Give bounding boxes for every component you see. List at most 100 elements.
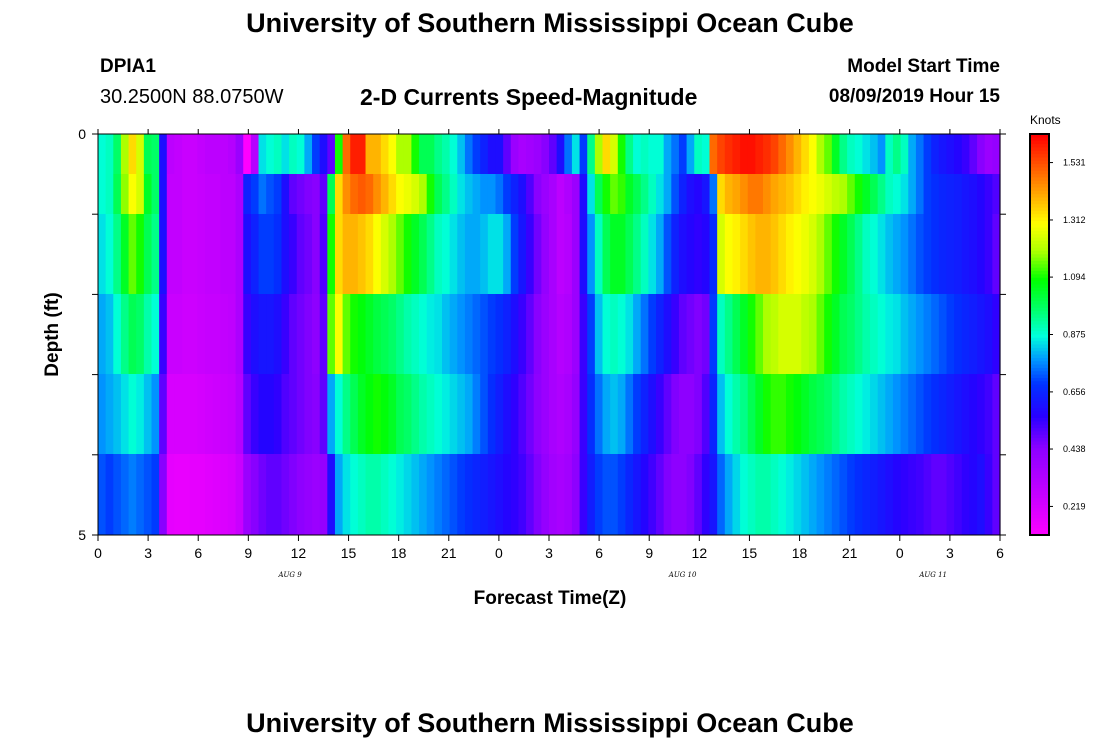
heatmap-cell (870, 134, 879, 174)
heatmap-cell (954, 454, 963, 535)
heatmap-cell (189, 214, 198, 294)
heatmap-cell (243, 214, 252, 294)
heatmap-cell (464, 214, 474, 294)
heatmap-cell (380, 134, 390, 174)
heatmap-cell (334, 454, 344, 535)
heatmap-cell (938, 134, 948, 174)
heatmap-cell (549, 294, 558, 374)
heatmap-cell (763, 174, 772, 214)
heatmap-cell (526, 214, 535, 294)
heatmap-cell (808, 374, 818, 454)
heatmap-cell (541, 134, 550, 174)
colorbar-segment (1030, 341, 1049, 346)
heatmap-cell (113, 174, 122, 214)
heatmap-cell (419, 294, 428, 374)
colorbar-tick-label: 0.656 (1063, 387, 1086, 397)
heatmap-cell (243, 294, 252, 374)
heatmap-cell (701, 214, 711, 294)
heatmap-cells (98, 134, 1001, 535)
heatmap-cell (510, 214, 520, 294)
heatmap-cell (984, 214, 993, 294)
colorbar-segment (1030, 397, 1049, 402)
page-title: University of Southern Mississippi Ocean… (246, 8, 854, 38)
colorbar-segment (1030, 307, 1049, 312)
colorbar-segment (1030, 287, 1049, 292)
heatmap-cell (648, 374, 657, 454)
colorbar-segment (1030, 418, 1049, 422)
colorbar-segment (1030, 421, 1049, 426)
heatmap-cell (151, 134, 160, 174)
heatmap-cell (120, 294, 130, 374)
colorbar-segment (1030, 458, 1049, 463)
colorbar-segment (1030, 160, 1049, 165)
heatmap-cell (755, 214, 764, 294)
heatmap-cell (816, 214, 825, 294)
heatmap-cell (250, 174, 260, 214)
heatmap-cell (243, 374, 252, 454)
heatmap-cell (984, 454, 993, 535)
heatmap-cell (847, 454, 856, 535)
heatmap-cell (235, 374, 244, 454)
heatmap-cell (250, 294, 260, 374)
heatmap-cell (571, 174, 581, 214)
heatmap-cell (678, 454, 688, 535)
heatmap-cell (136, 294, 145, 374)
heatmap-cell (686, 174, 695, 214)
heatmap-cell (151, 454, 160, 535)
heatmap-cell (266, 294, 275, 374)
colorbar: 1.531 1.312 1.094 0.875 0.656 0.438 0.219 (1029, 133, 1086, 536)
colorbar-segment (1030, 488, 1049, 493)
heatmap-cell (931, 134, 940, 174)
heatmap-cell (892, 454, 902, 535)
heatmap-cell (556, 294, 565, 374)
heatmap-cell (785, 134, 795, 174)
heatmap-cell (778, 374, 787, 454)
heatmap-cell (388, 134, 397, 174)
heatmap-cell (946, 214, 955, 294)
heatmap-cell (671, 174, 680, 214)
heatmap-cell (969, 374, 978, 454)
heatmap-cell (373, 374, 382, 454)
heatmap-cell (678, 134, 688, 174)
heatmap-cell (327, 454, 336, 535)
heatmap-cell (510, 134, 520, 174)
heatmap-cell (235, 454, 244, 535)
colorbar-segment (1030, 428, 1049, 433)
colorbar-segment (1030, 504, 1049, 509)
heatmap-cell (373, 454, 382, 535)
heatmap-cell (411, 214, 420, 294)
heatmap-cell (640, 174, 649, 214)
heatmap-cell (908, 134, 917, 174)
heatmap-cell (564, 294, 573, 374)
heatmap-cell (954, 374, 963, 454)
heatmap-cell (923, 174, 932, 214)
heatmap-cell (701, 294, 711, 374)
heatmap-cell (503, 294, 512, 374)
heatmap-cell (334, 214, 344, 294)
heatmap-cell (938, 374, 948, 454)
heatmap-cell (694, 374, 703, 454)
heatmap-cell (977, 374, 986, 454)
heatmap-cell (128, 294, 137, 374)
heatmap-cell (518, 294, 527, 374)
heatmap-cell (686, 374, 695, 454)
heatmap-cell (403, 134, 412, 174)
heatmap-cell (128, 174, 137, 214)
colorbar-segment (1030, 508, 1049, 513)
heatmap-cell (281, 214, 290, 294)
colorbar-segment (1030, 190, 1049, 195)
heatmap-cell (151, 174, 160, 214)
heatmap-cell (541, 374, 550, 454)
heatmap-cell (312, 374, 321, 454)
heatmap-cell (678, 294, 688, 374)
heatmap-cell (617, 294, 627, 374)
heatmap-cell (717, 134, 726, 174)
heatmap-cell (388, 174, 397, 214)
station-coordinates: 30.2500N 88.0750W (100, 86, 284, 108)
heatmap-cell (128, 374, 137, 454)
heatmap-cell (319, 374, 328, 454)
heatmap-cell (388, 374, 397, 454)
heatmap-cell (763, 454, 772, 535)
heatmap-cell (694, 454, 703, 535)
colorbar-tick-label: 1.312 (1063, 215, 1086, 225)
